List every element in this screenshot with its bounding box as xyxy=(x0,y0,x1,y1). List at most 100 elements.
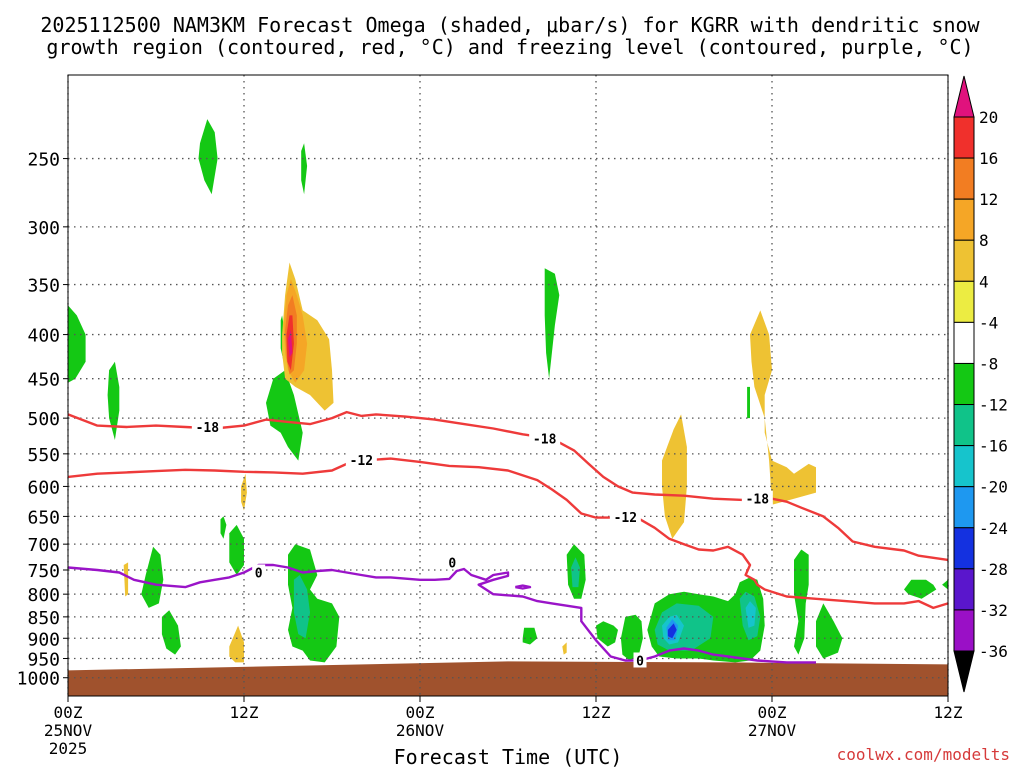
omega-shaded-region xyxy=(107,361,120,440)
omega-shaded-region xyxy=(816,603,843,659)
y-tick-label: 300 xyxy=(27,218,60,239)
colorbar-bottom-arrow xyxy=(953,650,975,693)
omega-shaded-region xyxy=(141,546,164,608)
y-tick-label: 450 xyxy=(27,370,60,391)
x-tick-label: 12Z xyxy=(934,703,963,722)
terrain-layer xyxy=(68,661,948,696)
y-tick-label: 950 xyxy=(27,650,60,671)
omega-shaded-region xyxy=(229,524,244,575)
colorbar-level-label: -32 xyxy=(979,601,1008,620)
colorbar-segment xyxy=(953,445,975,488)
omega-shaded-region xyxy=(662,414,687,539)
omega-shaded-region xyxy=(266,370,303,461)
y-tick-label: 700 xyxy=(27,535,60,556)
y-tick-label: 550 xyxy=(27,445,60,466)
x-tick-label: 00Z xyxy=(406,703,435,722)
plot-area: -18 -18 -18 -12 -12 0 0 0 xyxy=(67,74,949,697)
contour-label-background xyxy=(445,554,459,570)
contour-label: 0 xyxy=(255,566,263,581)
omega-shaded-region xyxy=(220,516,227,539)
x-tick-label: 00Z xyxy=(54,703,83,722)
colorbar-level-label: -8 xyxy=(979,354,998,373)
x-tick-year-label: 2025 xyxy=(49,739,88,758)
terrain-fill xyxy=(68,661,948,696)
colorbar-segment xyxy=(953,486,975,529)
colorbar: 20 16 12 8 4 -4 -8 -12 -16 -20 -24 -28 -32 -36 xyxy=(953,75,1008,693)
omega-shading-layer xyxy=(68,119,948,663)
colorbar-segment xyxy=(953,280,975,323)
x-tick-label: 00Z xyxy=(758,703,787,722)
contour-line xyxy=(67,563,816,664)
x-tick-label: 12Z xyxy=(582,703,611,722)
y-tick-label: 650 xyxy=(27,507,60,528)
colorbar-level-label: -4 xyxy=(979,313,998,332)
colorbar-segment xyxy=(953,609,975,652)
colorbar-segment xyxy=(953,239,975,282)
colorbar-level-label: -16 xyxy=(979,437,1008,456)
omega-shaded-region xyxy=(747,386,750,419)
colorbar-segment xyxy=(953,321,975,364)
colorbar-segment xyxy=(953,198,975,241)
colorbar-level-label: -20 xyxy=(979,478,1008,497)
y-tick-label: 600 xyxy=(27,477,60,498)
plot-frame xyxy=(67,74,949,697)
contour-label-background xyxy=(741,490,773,506)
colorbar-level-label: 12 xyxy=(979,190,998,209)
y-tick-label: 500 xyxy=(27,409,60,430)
colorbar-segment xyxy=(953,362,975,406)
omega-shaded-region xyxy=(745,601,756,628)
omega-shaded-region xyxy=(667,623,677,639)
contour-label: -12 xyxy=(350,454,373,469)
colorbar-level-label: 4 xyxy=(979,272,989,291)
contour-label: 0 xyxy=(448,556,456,571)
chart-title: 2025112500 NAM3KM Forecast Omega (shaded… xyxy=(40,13,980,37)
colorbar-segment xyxy=(953,568,975,611)
x-tick-date-label: 26NOV xyxy=(396,721,445,740)
omega-shaded-region xyxy=(123,562,129,597)
omega-shaded-region xyxy=(301,143,308,195)
contour-label-background xyxy=(609,508,641,524)
colorbar-level-label: -28 xyxy=(979,560,1008,579)
colorbar-segment xyxy=(953,116,975,159)
contour-label: 0 xyxy=(636,654,644,669)
x-tick-date-label: 27NOV xyxy=(748,721,797,740)
grid-layer xyxy=(67,75,949,696)
colorbar-level-label: 8 xyxy=(979,231,989,250)
y-tick-label: 1000 xyxy=(17,669,60,690)
pressure-axis: 2503003504004505005506006507007508008509… xyxy=(17,150,68,690)
y-tick-label: 750 xyxy=(27,561,60,582)
colorbar-top-arrow xyxy=(953,75,975,118)
omega-shaded-region xyxy=(596,621,618,647)
y-tick-label: 350 xyxy=(27,276,60,297)
contour-line xyxy=(515,584,532,590)
y-tick-label: 800 xyxy=(27,585,60,606)
contour-label-background xyxy=(252,564,266,580)
omega-shaded-region xyxy=(293,575,310,639)
contour-label-background xyxy=(529,430,561,446)
omega-shaded-region xyxy=(571,557,580,588)
omega-shaded-region xyxy=(241,473,247,511)
colorbar-segment xyxy=(953,527,975,570)
omega-shaded-region xyxy=(904,579,937,599)
contour-label-background xyxy=(345,451,377,467)
colorbar-level-label: -24 xyxy=(979,519,1008,538)
contour-label: -18 xyxy=(746,493,770,508)
contour-label: -12 xyxy=(614,511,637,526)
omega-shaded-region xyxy=(198,119,218,195)
colorbar-level-label: 16 xyxy=(979,149,998,168)
colorbar-level-label: -36 xyxy=(979,642,1008,661)
omega-shaded-region xyxy=(522,627,538,645)
contour-label: -18 xyxy=(196,421,220,436)
contour-label: -18 xyxy=(533,433,557,448)
omega-shaded-region xyxy=(288,329,293,358)
x-tick-label: 12Z xyxy=(230,703,259,722)
y-tick-label: 850 xyxy=(27,608,60,629)
credit-text: coolwx.com/modelts xyxy=(837,745,1010,764)
colorbar-segment xyxy=(953,404,975,447)
y-tick-label: 400 xyxy=(27,326,60,347)
contour-layer: -18 -18 -18 -12 -12 0 0 0 xyxy=(67,410,949,669)
omega-shaded-region xyxy=(750,310,816,505)
omega-shaded-region xyxy=(229,625,244,663)
y-tick-label: 900 xyxy=(27,629,60,650)
